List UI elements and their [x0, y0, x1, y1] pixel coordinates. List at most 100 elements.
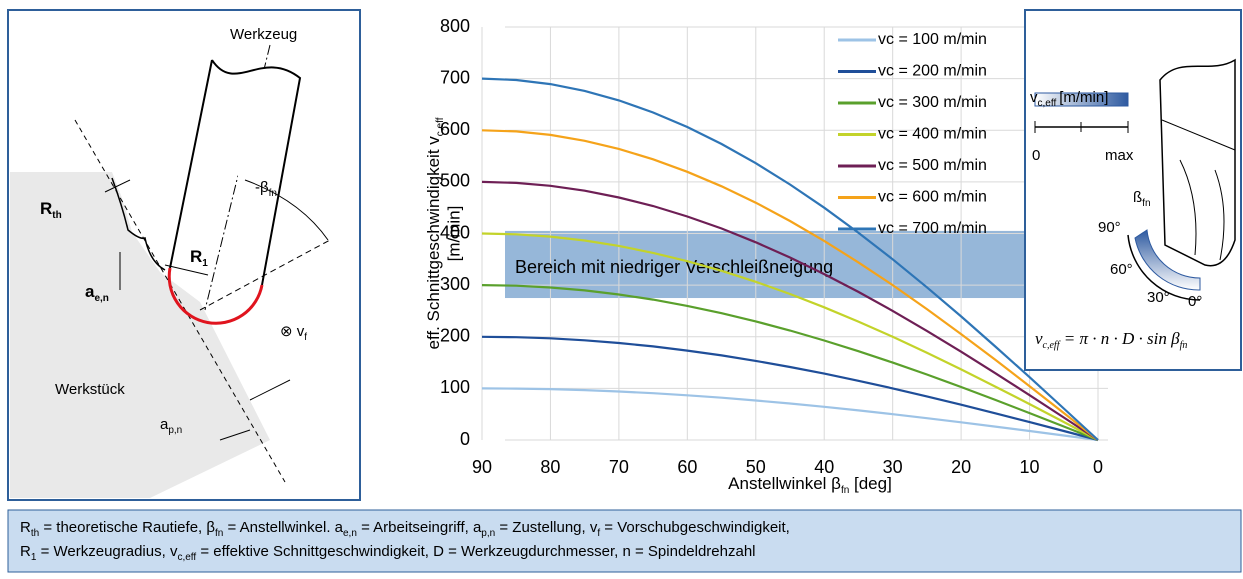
y-tick-label: 0: [460, 429, 470, 449]
angle-line: [199, 239, 331, 311]
x-tick-label: 90: [472, 457, 492, 477]
legend-label: vc = 600 m/min: [878, 189, 987, 206]
footer-box: [7, 509, 1242, 573]
y-axis-unit: [m/min]: [444, 206, 463, 262]
subscript: fn: [841, 485, 849, 496]
text-part: = Arbeitseingriff, a: [357, 519, 482, 536]
text-part: a: [160, 416, 169, 433]
legend-label: vc = 400 m/min: [878, 126, 987, 143]
vf-label: ⊗ vf: [280, 323, 307, 343]
legend-label: vc = 500 m/min: [878, 157, 987, 174]
tool-radius: [167, 267, 264, 325]
scale-max: max: [1105, 147, 1134, 164]
text-part: R: [40, 199, 52, 218]
radius-arrow: [164, 264, 209, 276]
x-axis-title: Anstellwinkel βfn [deg]: [728, 474, 892, 496]
angle-title: ßfn: [1133, 189, 1151, 209]
surface-profile: [111, 177, 166, 271]
y-tick-label: 200: [440, 326, 470, 346]
series-line: [481, 284, 1099, 442]
text-part: = π · n · D · sin β: [1059, 329, 1180, 348]
subscript: c,eff: [177, 552, 196, 563]
chart: Bereich mit niedriger Verschleißneigung 0…: [424, 16, 1108, 496]
x-tick-label: 0: [1093, 457, 1103, 477]
subscript: p,n: [168, 425, 182, 436]
text-part: [deg]: [849, 474, 892, 493]
scale-title: vc,eff [m/min]: [1030, 89, 1108, 109]
surface-line: [74, 119, 286, 483]
text-part: R: [20, 543, 31, 560]
x-tick-label: 10: [1020, 457, 1040, 477]
scale-unit: [m/min]: [1059, 89, 1108, 106]
angle-label: 0°: [1188, 293, 1202, 310]
y-tick-label: 800: [440, 16, 470, 36]
text-part: eff. Schnittgeschwindigkeit v: [424, 136, 443, 350]
x-tick-label: 50: [746, 457, 766, 477]
series-line: [481, 129, 1099, 441]
series-line: [481, 77, 1099, 441]
text-part: = theoretische Rautiefe, β: [39, 519, 215, 536]
x-tick-label: 80: [540, 457, 560, 477]
series-line: [481, 180, 1099, 441]
text-part: Anstellwinkel β: [728, 474, 841, 493]
subscript: e,n: [343, 528, 357, 539]
process-diagram: Werkzeug Rth R1 -βfn ae,n ⊗ vf Werkstück…: [7, 9, 361, 501]
angle-arc: [244, 179, 329, 241]
legend-label: vc = 300 m/min: [878, 94, 987, 111]
rth-label: Rth: [40, 199, 62, 221]
workpiece-label: Werkstück: [55, 381, 125, 398]
ap-label: ap,n: [160, 416, 182, 436]
inset: vc,eff [m/min] 0 max ßfn 90° 60° 30° 0° v…: [1024, 9, 1242, 371]
series-line: [481, 387, 1099, 442]
text-part: = Vorschubgeschwindigkeit,: [600, 519, 790, 536]
text-part: R: [190, 247, 202, 266]
ae-label: ae,n: [85, 282, 109, 304]
tool: [169, 59, 302, 286]
text-part: = Anstellwinkel. a: [223, 519, 343, 536]
series-line: [481, 335, 1099, 442]
beta-label: -βfn: [255, 179, 277, 199]
angle-scale: [1134, 229, 1201, 291]
text-part: -β: [255, 179, 269, 196]
legend-label: vc = 700 m/min: [878, 220, 987, 237]
text-part: ß: [1133, 189, 1142, 206]
subscript: c,eff: [435, 117, 446, 136]
y-tick-label: 100: [440, 377, 470, 397]
text-part: R: [20, 519, 31, 536]
y-tick-label: 700: [440, 67, 470, 87]
subscript: f: [304, 332, 307, 343]
legend-label: vc = 100 m/min: [878, 31, 987, 48]
subscript: th: [52, 210, 61, 221]
subscript: c,eff: [1038, 98, 1057, 109]
tool-label: Werkzeug: [230, 26, 297, 43]
text-part: v: [1030, 89, 1038, 106]
band-label: Bereich mit niedriger Verschleißneigung: [515, 257, 833, 277]
y-tick-label: 300: [440, 274, 470, 294]
subscript: th: [31, 528, 39, 539]
rth-dim: [104, 179, 131, 193]
x-tick-label: 70: [609, 457, 629, 477]
ap-dim: [249, 379, 291, 401]
subscript: f: [597, 528, 600, 539]
x-tick-label: 40: [814, 457, 834, 477]
angle-axis: [1127, 234, 1201, 301]
tool-flute: [1161, 119, 1236, 261]
subscript: fn: [269, 188, 277, 199]
color-scale: [1034, 92, 1129, 107]
subscript: fn: [215, 528, 223, 539]
text-part: ⊗ v: [280, 323, 305, 340]
text-part: = Werkzeugradius, v: [36, 543, 178, 560]
footer-line: Rth = theoretische Rautiefe, βfn = Anste…: [20, 519, 790, 539]
y-tick-label: 500: [440, 171, 470, 191]
x-tick-label: 20: [951, 457, 971, 477]
subscript: c,eff: [1043, 340, 1061, 351]
text-part: v: [1035, 329, 1043, 348]
y-tick-label: 600: [440, 119, 470, 139]
y-tick-label: 400: [440, 222, 470, 242]
text-part: a: [85, 282, 95, 301]
y-axis-title: eff. Schnittgeschwindigkeit vc,eff: [424, 117, 446, 349]
legend-label: vc = 200 m/min: [878, 63, 987, 80]
subscript: fn: [1142, 198, 1150, 209]
r1-label: R1: [190, 247, 208, 269]
angle-label: 60°: [1110, 261, 1133, 278]
